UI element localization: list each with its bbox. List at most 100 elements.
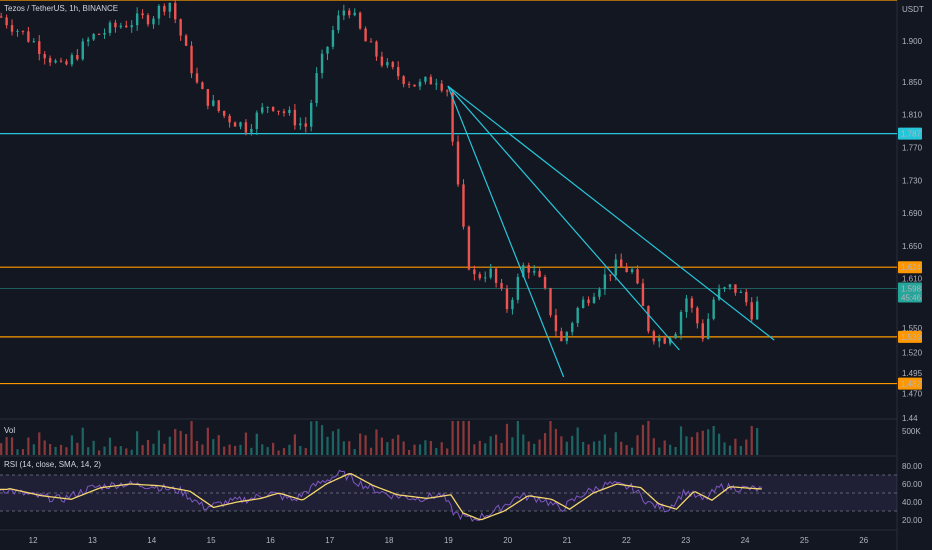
price-tick-label: 1.470 (902, 389, 923, 398)
price-tick-label: 1.850 (902, 78, 923, 87)
candle-body (516, 276, 520, 300)
candle-body (739, 291, 743, 293)
candle-body (369, 41, 373, 43)
candle-body (701, 323, 704, 339)
volume-bar (620, 441, 623, 455)
volume-bar (54, 446, 57, 455)
candle-body (337, 15, 340, 31)
volume-bar (310, 421, 313, 455)
candle-body (38, 41, 41, 55)
candle-body (206, 89, 210, 106)
candle-body (59, 60, 63, 62)
candle-body (641, 283, 645, 307)
candle-body (331, 30, 335, 47)
volume-bar (59, 444, 63, 455)
candle-body (500, 282, 503, 289)
volume-bar (315, 421, 318, 455)
level-price-tag (898, 261, 922, 274)
level-price-tag (898, 330, 922, 343)
volume-bar (141, 445, 144, 455)
candle-body (0, 16, 3, 18)
volume-bar (565, 441, 568, 455)
time-tick-label: 19 (444, 536, 453, 545)
candle-body (146, 15, 150, 25)
volume-bar (331, 431, 335, 455)
volume-bar (478, 440, 481, 455)
candle-body (532, 271, 536, 273)
candle-body (65, 61, 68, 65)
volume-bar (739, 445, 742, 455)
candle-body (43, 54, 46, 59)
volume-bar (201, 444, 204, 455)
candle-body (745, 291, 748, 303)
candle-body (380, 56, 384, 66)
fan-lines (447, 85, 775, 378)
horizontal-levels (0, 0, 897, 385)
volume-bar (5, 437, 8, 455)
candle-body (386, 62, 389, 66)
time-tick-label: 18 (385, 536, 394, 545)
symbol-header[interactable]: Tezos / TetherUS, 1h, BINANCE (4, 4, 119, 13)
volume-bar (641, 424, 645, 455)
level-price-tag-label: 1.539 (901, 333, 922, 342)
volume-bar (0, 443, 3, 455)
candle-body (435, 83, 438, 85)
candle-body (413, 84, 416, 87)
candle-body (190, 45, 193, 74)
volume-bar (337, 428, 340, 455)
candle-body (309, 102, 313, 127)
candle-body (288, 109, 291, 114)
candle-body (326, 46, 329, 54)
volume-bar (402, 441, 405, 455)
candle-body (728, 284, 732, 288)
volume-bar (685, 436, 688, 455)
candle-body (609, 274, 612, 276)
volume-pane-label[interactable]: Vol (4, 426, 16, 435)
volume-bar (756, 428, 759, 455)
candle-body (304, 123, 307, 127)
rsi-pane-label[interactable]: RSI (14, close, SMA, 14, 2) (4, 460, 101, 469)
volume-bar (446, 448, 449, 455)
volume-bar (49, 444, 52, 455)
volume-bar (136, 431, 139, 455)
currency-label: USDT (902, 5, 924, 14)
candle-body (10, 25, 14, 32)
volume-bar (195, 440, 199, 455)
volume-bar (701, 430, 704, 455)
candle-body (282, 111, 286, 114)
candle-body (21, 30, 25, 32)
candle-body (114, 22, 117, 28)
candle-body (16, 30, 19, 32)
candle-body (228, 115, 231, 123)
candle-body (489, 268, 492, 278)
volume-bar (174, 429, 177, 455)
candle-body (239, 122, 242, 127)
candle-body (250, 128, 253, 133)
volume-bar (674, 446, 677, 455)
candle-body (576, 307, 579, 324)
candle-body (397, 67, 400, 77)
volume-bar (636, 435, 639, 455)
price-tick-label: 1.900 (902, 37, 923, 46)
volume-bar (462, 421, 465, 455)
volume-bar (418, 444, 422, 455)
volume-bar (27, 437, 30, 455)
candle-body (407, 84, 411, 86)
candle-body (429, 76, 433, 85)
volume-bar (473, 444, 476, 455)
candle-body (560, 331, 563, 342)
volume-bar (571, 435, 574, 455)
volume-bar (435, 448, 438, 455)
volume-bar (587, 444, 590, 455)
candle-body (440, 83, 443, 91)
candle-body (603, 274, 607, 290)
volume-bar (386, 442, 389, 455)
candle-body (527, 265, 530, 273)
volume-tick-label: 500K (902, 427, 921, 436)
candle-body (179, 19, 182, 36)
candle-body (108, 22, 112, 33)
volume-bar (505, 423, 509, 455)
candle-body (157, 5, 161, 19)
time-tick-label: 14 (147, 536, 156, 545)
